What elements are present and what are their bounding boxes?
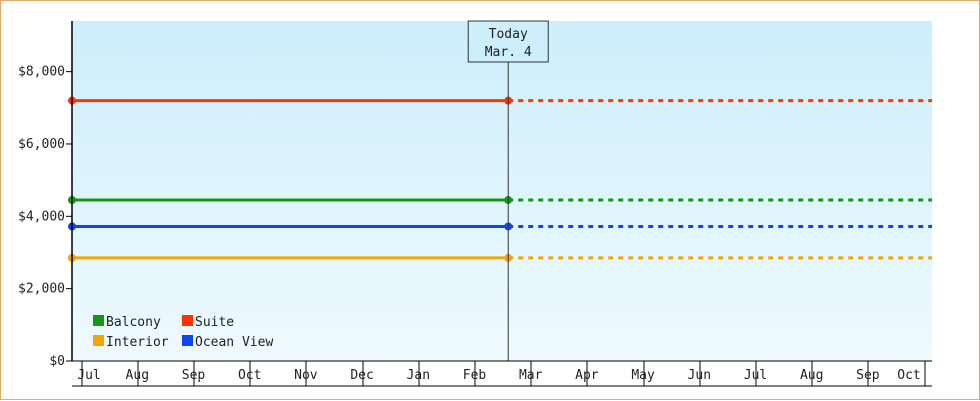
x-tick-label: Nov: [294, 368, 318, 383]
y-tick-label: $8,000: [18, 65, 65, 80]
x-tick-label: May: [631, 368, 655, 383]
today-label: Today: [489, 27, 528, 42]
x-tick-label: Dec: [350, 368, 373, 383]
x-tick-label: Apr: [575, 368, 599, 383]
legend-label-ocean-view: Ocean View: [195, 335, 273, 350]
legend-swatch-suite: [182, 315, 193, 326]
legend: Balcony Suite Interior Ocean View: [93, 315, 273, 350]
y-tick-label: $2,000: [18, 282, 65, 297]
x-tick-label: Mar: [519, 368, 543, 383]
legend-label-suite: Suite: [195, 315, 234, 330]
x-tick-label: Aug: [126, 368, 149, 383]
x-tick-label: Jun: [688, 368, 711, 383]
x-tick-label: Aug: [800, 368, 823, 383]
y-tick-label: $6,000: [18, 137, 65, 152]
x-tick-label: Sep: [182, 368, 206, 383]
legend-swatch-interior: [93, 335, 104, 346]
y-tick-label: $4,000: [18, 209, 65, 224]
legend-swatch-balcony: [93, 315, 104, 326]
x-tick-label: Jan: [407, 368, 430, 383]
axes: $0 $2,000 $4,000 $6,000 $8,000 Jul Aug Sep Oct No…: [18, 21, 932, 387]
today-marker: Today Mar. 4: [467, 20, 549, 361]
x-tick-label: Feb: [463, 368, 487, 383]
today-box: [467, 20, 549, 63]
x-tick-label: Oct: [238, 368, 261, 383]
series-lines: [68, 96, 932, 262]
plot-area: [72, 21, 932, 361]
legend-label-interior: Interior: [106, 335, 169, 350]
x-tick-label: Oct: [897, 368, 920, 383]
today-date: Mar. 4: [485, 45, 532, 60]
x-tick-label: Jul: [77, 368, 100, 383]
x-tick-label: Jul: [744, 368, 767, 383]
legend-label-balcony: Balcony: [106, 315, 161, 330]
legend-swatch-ocean-view: [182, 335, 193, 346]
x-tick-label: Sep: [856, 368, 880, 383]
y-tick-label: $0: [49, 354, 65, 369]
